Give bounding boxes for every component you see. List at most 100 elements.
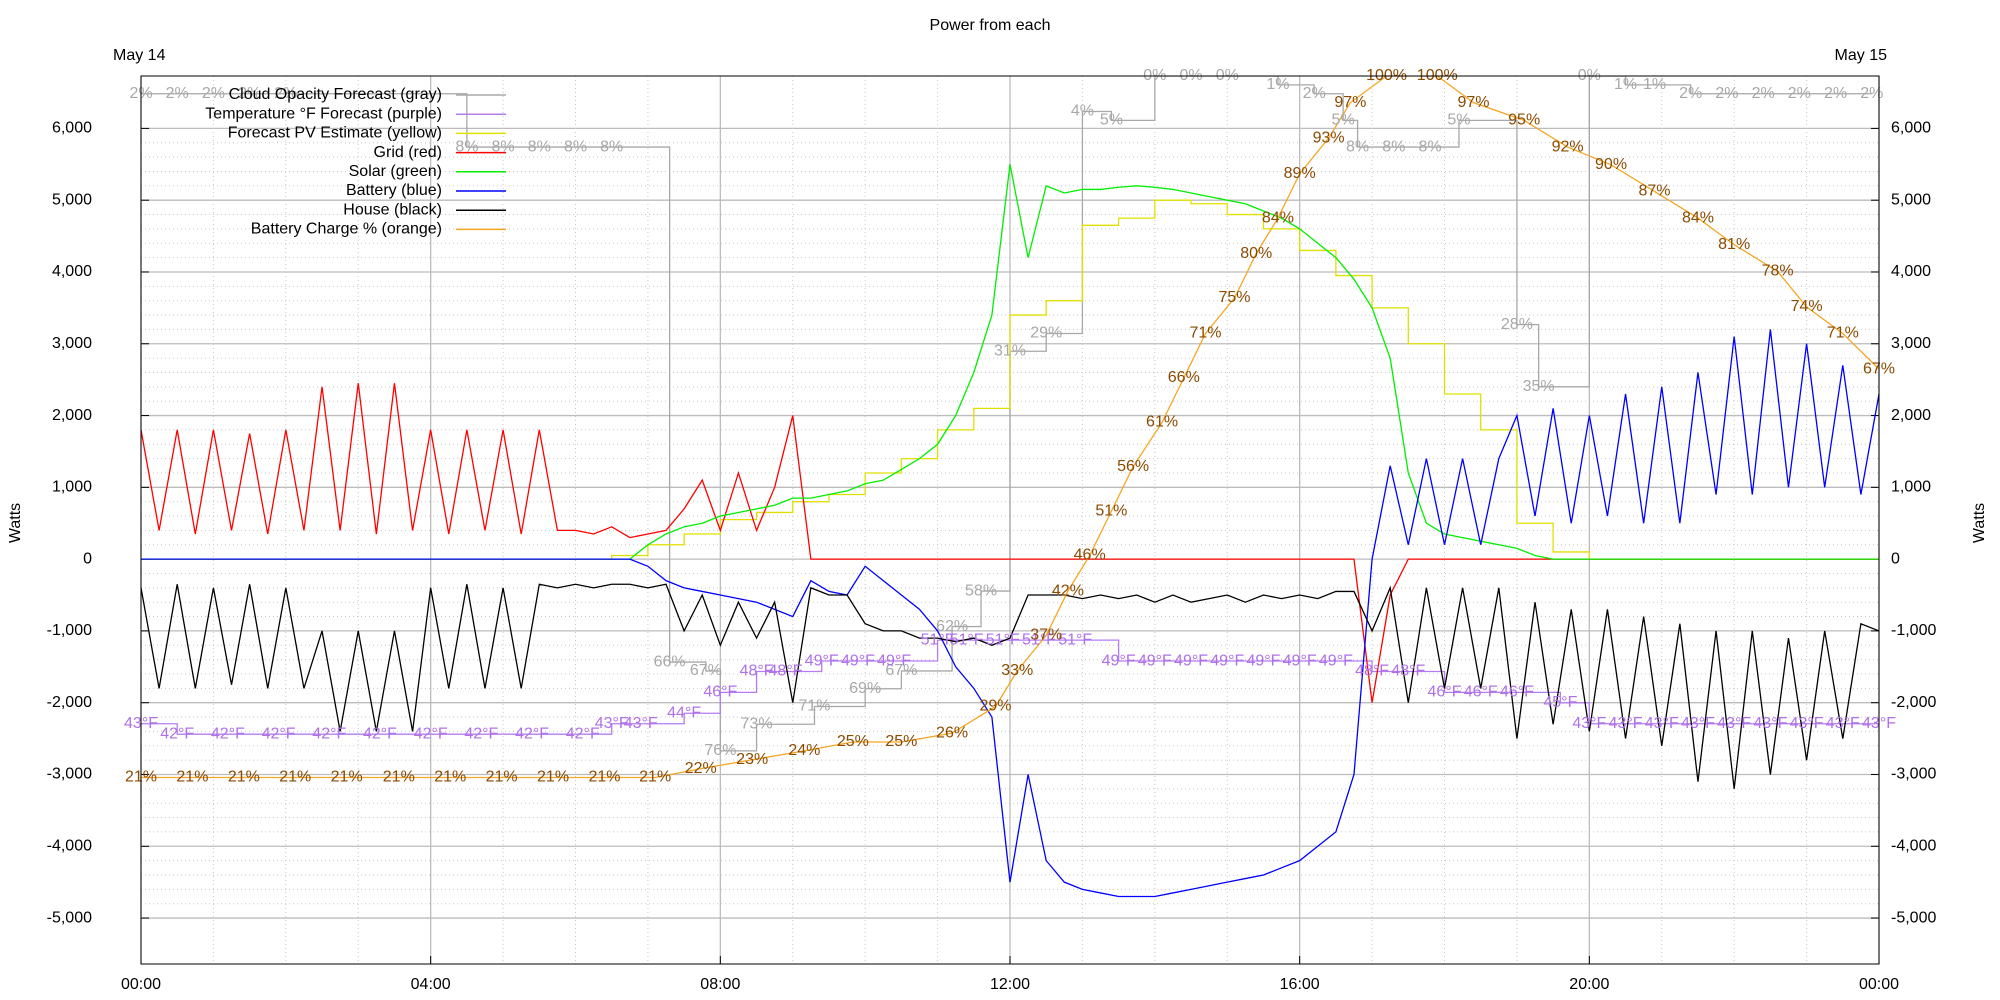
x-tick-label: 00:00 xyxy=(1859,976,1899,993)
y-tick-label: -4,000 xyxy=(47,837,92,854)
point-label: 51°F xyxy=(950,631,984,648)
point-label: 8% xyxy=(1418,138,1441,155)
y-tick-label: 4,000 xyxy=(52,263,92,280)
point-label: 2% xyxy=(1788,85,1811,102)
y-tick-label: -2,000 xyxy=(47,694,92,711)
y-tick-label: -1,000 xyxy=(47,622,92,639)
point-label: 48°F xyxy=(740,663,774,680)
point-label: 48°F xyxy=(1391,663,1425,680)
point-label: 84% xyxy=(1262,209,1294,226)
point-label: 21% xyxy=(639,769,671,786)
point-label: 21% xyxy=(434,769,466,786)
date-label: May 15 xyxy=(1835,47,1888,64)
point-label: 21% xyxy=(537,769,569,786)
point-label: 2% xyxy=(166,85,189,102)
point-label: 8% xyxy=(1346,138,1369,155)
point-label: 33% xyxy=(1001,662,1033,679)
point-label: 97% xyxy=(1457,94,1489,111)
point-label: 5% xyxy=(1447,112,1470,129)
point-label: 2% xyxy=(202,85,225,102)
point-label: 2% xyxy=(1679,85,1702,102)
point-label: 42°F xyxy=(414,725,448,742)
point-label: 49°F xyxy=(1138,652,1172,669)
point-label: 76% xyxy=(704,742,736,759)
point-label: 87% xyxy=(1638,183,1670,200)
point-label: 42°F xyxy=(464,725,498,742)
legend-label: Forecast PV Estimate (yellow) xyxy=(228,125,442,142)
point-label: 49°F xyxy=(1246,652,1280,669)
y-tick-label: 5,000 xyxy=(52,191,92,208)
point-label: 49°F xyxy=(1210,652,1244,669)
point-label: 2% xyxy=(238,85,261,102)
point-label: 8% xyxy=(492,138,515,155)
point-label: 95% xyxy=(1508,112,1540,129)
series-line xyxy=(141,583,1879,789)
point-label: 81% xyxy=(1718,236,1750,253)
point-label: 5% xyxy=(1332,112,1355,129)
point-label: 69% xyxy=(849,680,881,697)
series-line xyxy=(141,329,1879,898)
point-label: 51°F xyxy=(1058,631,1092,648)
legend-label: Temperature °F Forecast (purple) xyxy=(205,105,442,122)
point-label: 43°F xyxy=(1753,715,1787,732)
point-label: 42°F xyxy=(211,725,245,742)
plot-frame xyxy=(140,75,1880,965)
point-label: 29% xyxy=(1030,325,1062,342)
point-label: 2% xyxy=(1824,85,1847,102)
legend: Cloud Opacity Forecast (gray) Temperature… xyxy=(205,86,506,238)
point-label: 43°F xyxy=(624,715,658,732)
point-label: 21% xyxy=(383,769,415,786)
y-tick-label: 0 xyxy=(83,550,92,567)
y2-axis-label: Watts xyxy=(1971,503,1988,543)
chart-title: Power from each xyxy=(930,17,1051,34)
point-label: 75% xyxy=(1218,289,1250,306)
point-label: 78% xyxy=(1762,263,1794,280)
point-label: 49°F xyxy=(1319,652,1353,669)
point-label: 42°F xyxy=(363,725,397,742)
point-label: 46°F xyxy=(1428,684,1462,701)
point-label: 42% xyxy=(1052,582,1084,599)
y2-tick-label: -3,000 xyxy=(1891,766,1936,783)
point-label: 49°F xyxy=(1283,652,1317,669)
point-label: 8% xyxy=(455,138,478,155)
y-tick-label: 6,000 xyxy=(52,120,92,137)
point-label: 84% xyxy=(1682,209,1714,226)
point-label: 43°F xyxy=(1790,715,1824,732)
point-label: 49°F xyxy=(805,652,839,669)
x-tick-label: 12:00 xyxy=(990,976,1030,993)
point-label: 46°F xyxy=(703,684,737,701)
point-label: 2% xyxy=(1303,85,1326,102)
point-label: 48°F xyxy=(769,663,803,680)
point-label: 92% xyxy=(1552,138,1584,155)
point-label: 1% xyxy=(1614,76,1637,93)
point-label: 21% xyxy=(588,769,620,786)
point-label: 48°F xyxy=(1355,663,1389,680)
legend-label: House (black) xyxy=(343,201,442,218)
point-label: 42°F xyxy=(160,725,194,742)
point-label: 2% xyxy=(1715,85,1738,102)
x-tick-label: 00:00 xyxy=(121,976,161,993)
grid: -5,000 -5,000 -4,000 -4,000 -3,000 -3,000 -2,0… xyxy=(47,76,1936,993)
y-axis-label: Watts xyxy=(7,503,24,543)
point-label: 74% xyxy=(1791,298,1823,315)
point-label: 67% xyxy=(690,662,722,679)
point-label: 66% xyxy=(654,653,686,670)
point-label: 35% xyxy=(1523,378,1555,395)
point-label: 37% xyxy=(1030,627,1062,644)
y2-tick-label: -1,000 xyxy=(1891,622,1936,639)
point-label: 31% xyxy=(994,342,1026,359)
plot-area xyxy=(141,76,1879,898)
point-label: 21% xyxy=(486,769,518,786)
point-label: 4% xyxy=(1071,103,1094,120)
date-label: May 14 xyxy=(113,47,166,64)
point-label: 1% xyxy=(1266,76,1289,93)
y2-tick-label: 6,000 xyxy=(1891,120,1931,137)
point-label: 89% xyxy=(1284,165,1316,182)
x-tick-label: 08:00 xyxy=(700,976,740,993)
point-label: 42°F xyxy=(262,725,296,742)
legend-label: Battery (blue) xyxy=(346,182,442,199)
point-label: 43°F xyxy=(595,715,629,732)
y-tick-label: -3,000 xyxy=(47,766,92,783)
point-label: 5% xyxy=(1100,112,1123,129)
